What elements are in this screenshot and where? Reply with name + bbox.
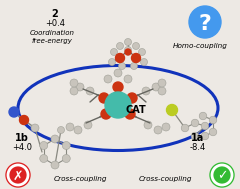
- Circle shape: [199, 112, 207, 120]
- Circle shape: [62, 142, 70, 149]
- Circle shape: [125, 39, 132, 46]
- Circle shape: [209, 128, 217, 136]
- Circle shape: [138, 49, 145, 56]
- Circle shape: [114, 69, 122, 77]
- Circle shape: [125, 49, 131, 55]
- Circle shape: [132, 43, 139, 50]
- Circle shape: [191, 119, 199, 127]
- Circle shape: [115, 53, 125, 63]
- Circle shape: [189, 6, 221, 38]
- Circle shape: [140, 59, 148, 66]
- Circle shape: [142, 87, 150, 95]
- Circle shape: [144, 121, 152, 129]
- Text: -8.4: -8.4: [190, 143, 206, 152]
- Circle shape: [210, 163, 234, 187]
- Circle shape: [70, 87, 78, 95]
- Circle shape: [158, 87, 166, 95]
- Circle shape: [86, 87, 94, 95]
- Text: 1a: 1a: [191, 133, 205, 143]
- Circle shape: [132, 53, 140, 63]
- Circle shape: [124, 75, 132, 83]
- Circle shape: [9, 107, 19, 117]
- Circle shape: [40, 142, 48, 149]
- Text: 2: 2: [52, 9, 58, 19]
- Circle shape: [162, 123, 170, 131]
- Text: Coordination: Coordination: [30, 30, 74, 36]
- Text: ✗: ✗: [13, 170, 23, 183]
- Circle shape: [201, 132, 209, 140]
- Circle shape: [99, 93, 109, 103]
- Circle shape: [104, 75, 112, 83]
- Circle shape: [209, 116, 217, 124]
- Circle shape: [191, 132, 199, 140]
- Text: Homo-coupling: Homo-coupling: [173, 43, 228, 49]
- Circle shape: [84, 121, 92, 129]
- Text: Cross-coupling: Cross-coupling: [53, 176, 107, 182]
- Circle shape: [66, 123, 74, 131]
- Circle shape: [127, 93, 137, 103]
- Circle shape: [119, 63, 126, 70]
- Circle shape: [105, 92, 131, 118]
- Circle shape: [154, 126, 162, 134]
- Circle shape: [125, 46, 132, 53]
- Circle shape: [152, 83, 160, 91]
- Circle shape: [101, 109, 111, 119]
- Circle shape: [74, 126, 82, 134]
- Circle shape: [31, 124, 39, 132]
- Circle shape: [70, 79, 78, 87]
- Text: ✓: ✓: [217, 170, 227, 183]
- Circle shape: [113, 82, 123, 92]
- Text: +0.4: +0.4: [45, 19, 65, 28]
- Circle shape: [76, 83, 84, 91]
- Circle shape: [158, 79, 166, 87]
- Text: ?: ?: [198, 14, 211, 34]
- Circle shape: [62, 154, 70, 163]
- Circle shape: [181, 124, 189, 132]
- Text: free-energy: free-energy: [32, 38, 72, 44]
- Circle shape: [201, 122, 209, 130]
- Circle shape: [58, 126, 65, 133]
- Circle shape: [51, 161, 59, 169]
- Circle shape: [110, 49, 118, 56]
- Circle shape: [51, 135, 59, 143]
- Text: CAT: CAT: [126, 105, 146, 115]
- Circle shape: [19, 115, 29, 125]
- Text: +4.0: +4.0: [12, 143, 32, 152]
- Circle shape: [131, 63, 138, 70]
- Circle shape: [108, 59, 115, 66]
- Circle shape: [125, 109, 135, 119]
- Circle shape: [40, 154, 48, 163]
- Circle shape: [167, 105, 178, 115]
- Text: Cross-coupling: Cross-coupling: [138, 176, 192, 182]
- Circle shape: [116, 43, 124, 50]
- Text: 1b: 1b: [15, 133, 29, 143]
- Circle shape: [6, 163, 30, 187]
